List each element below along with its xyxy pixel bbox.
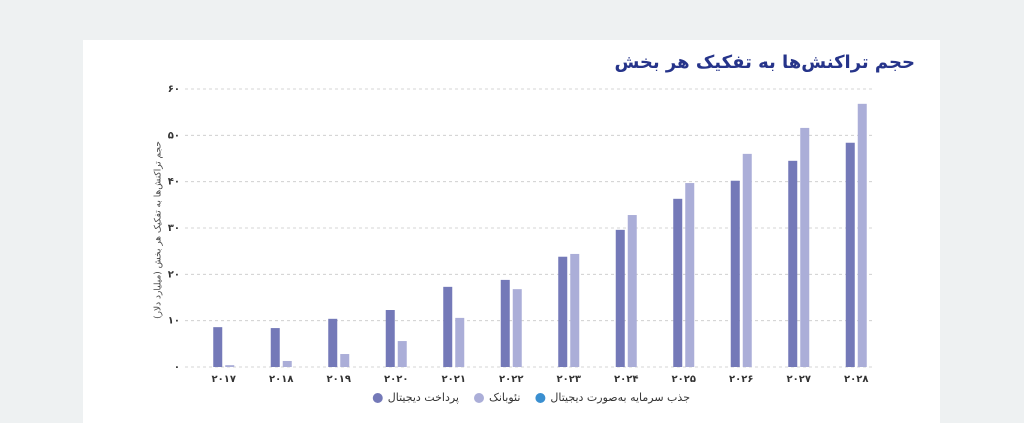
y-tick-label: ۲۰ [168,269,180,280]
y-tick-label: ۶۰ [168,84,180,95]
bar [225,365,235,367]
bar [742,153,752,367]
bar [685,183,695,367]
bar [730,180,740,367]
bar [615,229,625,367]
y-axis-label: حجم تراکنش‌ها به تفکیک هر بخش (میلیارد د… [154,141,164,319]
x-tick-label: ۲۰۱۷ [212,374,236,385]
legend-label: پرداخت دیجیتال [388,391,459,404]
y-tick-label: ۴۰ [168,177,180,188]
x-tick-label: ۲۰۲۰ [384,374,408,385]
x-tick-label: ۲۰۲۷ [787,374,811,385]
bar [385,310,395,367]
bar [512,289,522,367]
legend-label: نئوبانک [489,391,520,404]
x-tick-label: ۲۰۲۳ [557,374,581,385]
bar [340,354,350,367]
chart-title: حجم تراکنش‌ها به تفکیک هر بخش [614,52,915,73]
x-tick-label: ۲۰۲۱ [442,374,466,385]
bar [500,279,510,367]
legend-marker [372,393,383,403]
bar [558,256,568,367]
bar [570,253,580,367]
x-tick-label: ۲۰۲۵ [672,374,696,385]
x-tick-label: ۲۰۱۹ [327,374,351,385]
x-tick-label: ۲۰۲۲ [499,374,523,385]
legend-marker [535,393,546,403]
bar [443,286,453,367]
bar [800,127,810,367]
y-tick-label: ۰ [174,362,180,373]
bar [455,317,465,367]
x-tick-label: ۲۰۱۸ [269,374,293,385]
bar [857,103,867,368]
y-tick-label: ۱۰ [168,316,180,327]
legend-marker [474,393,484,403]
y-tick-label: ۵۰ [168,130,180,141]
bar [328,318,338,367]
bar [845,142,855,367]
bar [673,198,683,367]
bar [397,341,407,367]
y-tick-label: ۳۰ [168,223,180,234]
x-tick-label: ۲۰۲۴ [614,374,638,385]
legend-label: جذب سرمایه به‌صورت دیجیتال [550,391,690,404]
bar [788,160,798,367]
bar [627,215,637,367]
bar [213,327,223,367]
bar [270,328,280,367]
x-tick-label: ۲۰۲۸ [844,374,868,385]
card [83,40,940,423]
x-tick-label: ۲۰۲۶ [729,374,753,385]
bar [282,360,292,367]
